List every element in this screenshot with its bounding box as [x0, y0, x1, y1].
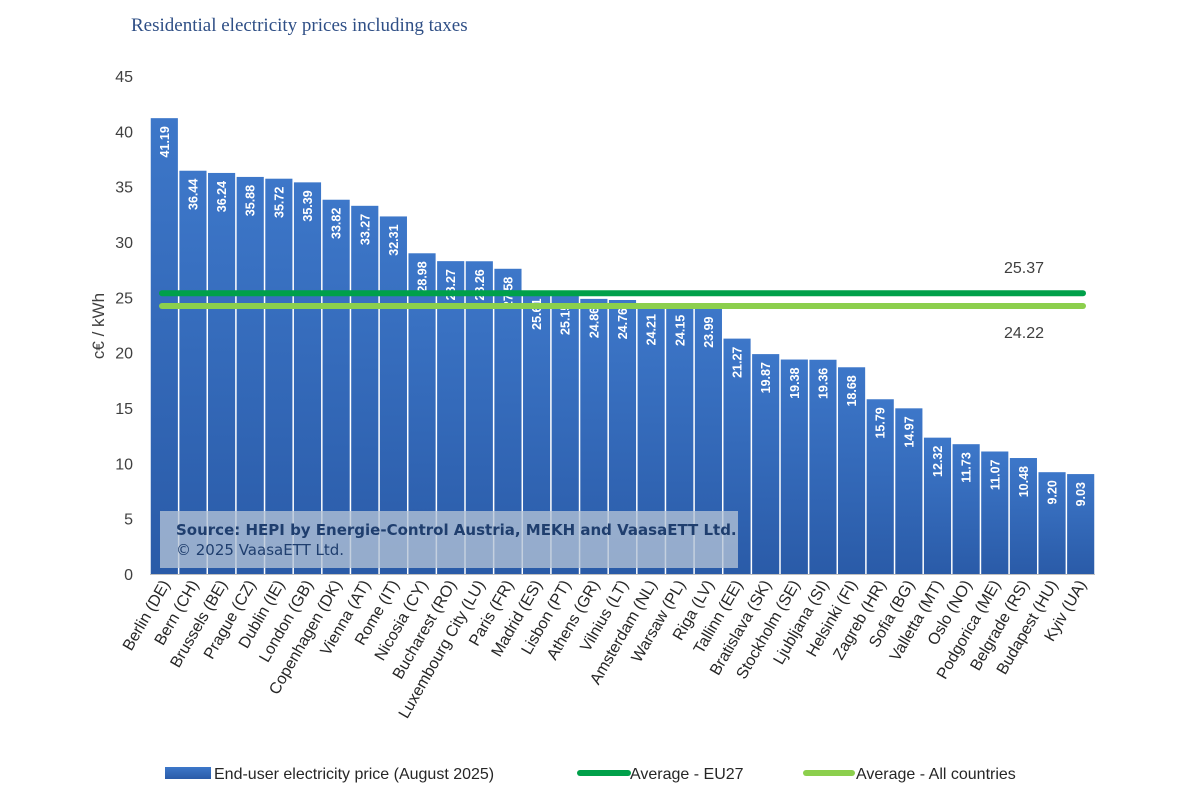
legend-swatch-bars: [165, 767, 211, 779]
bar: [838, 367, 866, 574]
bar-value-label: 25.15: [559, 304, 573, 335]
bar: [1067, 474, 1095, 574]
bar: [895, 408, 923, 574]
bar-value-label: 14.97: [902, 416, 916, 447]
bar: [265, 178, 293, 574]
bar-value-label: 11.07: [988, 459, 1002, 490]
avg-eu27-label: 25.37: [1004, 260, 1044, 277]
bar: [752, 354, 780, 574]
bar-value-label: 23.99: [702, 316, 716, 347]
bar: [923, 437, 952, 574]
bars: 41.19 36.44 36.24 35.88 35.72 35.39 33.82 33.27…: [150, 118, 1095, 575]
bar: [809, 359, 837, 574]
legend-label-all: Average - All countries: [856, 766, 1016, 783]
bar-value-label: 32.31: [387, 224, 401, 255]
y-tick-label: 10: [115, 456, 133, 473]
bar: [1038, 472, 1066, 574]
bar: [866, 399, 894, 574]
legend-label-eu27: Average - EU27: [630, 766, 744, 783]
y-tick-label: 20: [115, 346, 133, 363]
bar-value-label: 11.73: [960, 452, 974, 483]
bar-value-label: 41.19: [158, 126, 172, 157]
bar-value-label: 24.15: [673, 315, 687, 346]
source-box: Source: HEPI by Energie-Control Austria,…: [160, 511, 738, 568]
bar: [981, 451, 1009, 574]
legend-label-bars: End-user electricity price (August 2025): [214, 766, 494, 783]
legend: End-user electricity price (August 2025)…: [165, 766, 1016, 783]
source-box-bg: [160, 511, 738, 568]
y-axis-label: c€ / kWh: [89, 293, 108, 359]
bar-value-label: 19.38: [788, 367, 802, 398]
y-tick-label: 35: [115, 180, 133, 197]
y-tick-label: 25: [115, 290, 133, 307]
bar-value-label: 24.21: [645, 314, 659, 345]
bar-value-label: 36.24: [215, 181, 229, 212]
bar-value-label: 35.72: [272, 187, 286, 218]
bar: [179, 170, 207, 575]
bar: [150, 118, 178, 574]
y-tick-label: 0: [124, 567, 133, 584]
bar-value-label: 19.87: [759, 362, 773, 393]
y-tick-label: 40: [115, 124, 133, 141]
bar-value-label: 24.76: [616, 308, 630, 339]
bar-value-label: 15.79: [874, 407, 888, 438]
y-tick-label: 5: [124, 512, 133, 529]
chart-title: Residential electricity prices including…: [131, 15, 468, 36]
bar: [236, 176, 264, 575]
y-tick-label: 15: [115, 401, 133, 418]
source-text: Source: HEPI by Energie-Control Austria,…: [176, 521, 737, 539]
bar-value-label: 35.39: [301, 190, 315, 221]
bar-value-label: 12.32: [931, 446, 945, 477]
bar-value-label: 33.27: [358, 214, 372, 245]
bar-value-label: 28.98: [416, 261, 430, 292]
bar-value-label: 24.86: [587, 307, 601, 338]
avg-all-label: 24.22: [1004, 325, 1044, 342]
bar-value-label: 9.20: [1046, 480, 1060, 504]
average-lines: 25.37 24.22: [159, 260, 1086, 342]
bar: [208, 172, 236, 574]
bar-value-label: 35.88: [244, 185, 258, 216]
y-tick-label: 30: [115, 235, 133, 252]
bar-value-label: 9.03: [1074, 482, 1088, 506]
bar: [780, 359, 808, 574]
bar: [293, 182, 322, 575]
bar-value-label: 10.48: [1017, 466, 1031, 497]
y-tick-label: 45: [115, 69, 133, 86]
bar-value-label: 36.44: [186, 179, 200, 210]
bar-value-label: 33.82: [330, 208, 344, 239]
bar-value-label: 18.68: [845, 375, 859, 406]
bar: [952, 444, 980, 574]
bar-value-label: 19.36: [816, 368, 830, 399]
bar-value-label: 21.27: [731, 347, 745, 378]
copyright-text: © 2025 VaasaETT Ltd.: [176, 541, 344, 559]
bar: [1009, 458, 1037, 574]
